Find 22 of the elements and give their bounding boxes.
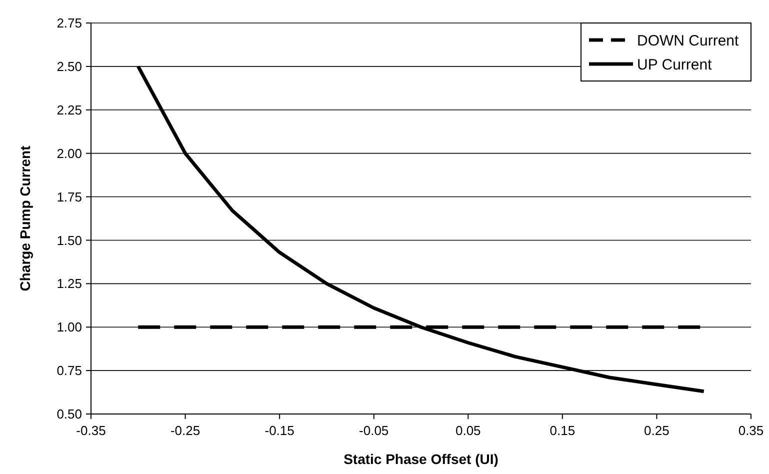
y-tick-label: 0.75 <box>56 363 82 378</box>
y-tick-label: 1.00 <box>56 320 82 335</box>
y-tick-label: 1.25 <box>56 276 82 292</box>
y-tick-label: 2.50 <box>56 58 82 74</box>
x-tick-label: 0.15 <box>550 423 576 438</box>
legend-label: UP Current <box>637 56 713 74</box>
y-tick-label: 2.75 <box>56 16 82 31</box>
y-tick-label: 2.00 <box>56 146 82 161</box>
x-axis-title: Static Phase Offset (UI) <box>344 451 498 467</box>
x-tick-label: -0.05 <box>359 423 389 438</box>
y-tick-label: 1.50 <box>56 232 82 248</box>
x-tick-label: -0.35 <box>76 423 106 438</box>
x-tick-label: -0.15 <box>264 423 294 438</box>
legend-label: DOWN Current <box>637 32 740 50</box>
x-tick-label: 0.25 <box>644 423 670 438</box>
y-tick-label: 1.75 <box>56 189 82 204</box>
y-tick-label: 2.25 <box>56 102 82 118</box>
x-tick-label: 0.35 <box>738 423 764 438</box>
y-tick-label: 0.50 <box>56 406 82 422</box>
x-tick-label: 0.05 <box>455 423 481 438</box>
x-tick-label: -0.25 <box>170 423 200 438</box>
y-axis-title: Charge Pump Current <box>17 145 33 292</box>
